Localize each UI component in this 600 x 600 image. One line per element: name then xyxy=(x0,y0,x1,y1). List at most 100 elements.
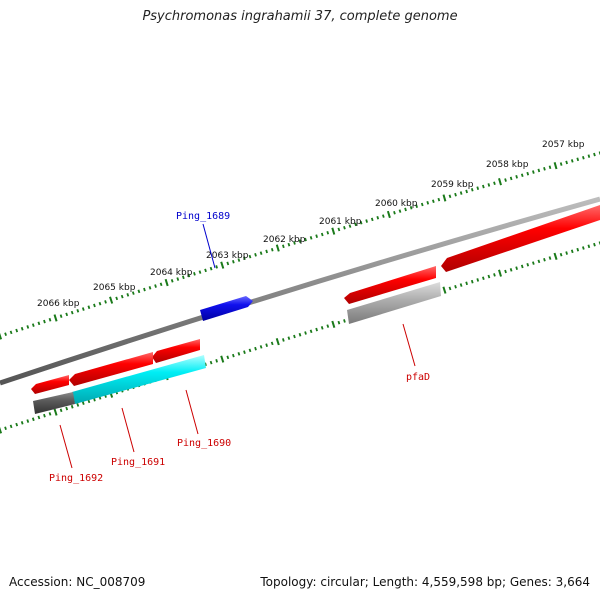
outer-ring-minor-tick xyxy=(265,249,268,254)
outer-ring-minor-tick xyxy=(437,197,441,202)
inner-ring-minor-tick xyxy=(504,269,507,274)
outer-ring-minor-tick xyxy=(587,154,591,158)
inner-ring-minor-tick xyxy=(70,404,74,409)
outer-ring-minor-tick xyxy=(126,293,130,297)
inner-ring-minor-tick xyxy=(309,329,313,334)
inner-ring-minor-tick xyxy=(482,276,485,281)
gene-cyan-1690-1691[interactable] xyxy=(72,355,206,404)
inner-ring-major-tick xyxy=(275,338,280,346)
outer-ring-minor-tick xyxy=(493,181,496,186)
gene-red-pfad-upper[interactable] xyxy=(344,266,436,304)
inner-ring-minor-tick xyxy=(243,350,246,354)
outer-ring-minor-tick xyxy=(409,206,413,210)
inner-ring-minor-tick xyxy=(559,252,563,257)
gene-dark-1692[interactable] xyxy=(33,392,75,414)
inner-tick-ring xyxy=(0,241,600,434)
tick-label-2065: 2065 kbp xyxy=(93,283,136,293)
outer-ring-minor-tick xyxy=(320,232,324,237)
outer-ring-minor-tick xyxy=(26,325,30,329)
outer-ring-minor-tick xyxy=(115,296,119,301)
inner-ring-minor-tick xyxy=(43,413,46,418)
inner-ring-minor-tick xyxy=(298,332,302,337)
outer-ring-minor-tick xyxy=(237,258,241,262)
inner-ring-minor-tick xyxy=(209,360,213,365)
inner-ring-minor-tick xyxy=(81,401,85,405)
outer-ring-minor-tick xyxy=(365,219,368,223)
inner-ring-minor-tick xyxy=(515,266,518,270)
outer-ring-minor-tick xyxy=(576,157,580,162)
gene-label-ping-1689[interactable]: Ping_1689 xyxy=(176,211,230,222)
inner-ring-major-tick xyxy=(498,269,502,277)
outer-ring-minor-tick xyxy=(70,310,74,315)
outer-ring-minor-tick xyxy=(543,167,546,171)
outer-ring-minor-tick xyxy=(298,239,302,244)
inner-ring-minor-tick xyxy=(31,417,35,422)
tick-label-2059: 2059 kbp xyxy=(431,180,474,190)
connector-ping-1689 xyxy=(202,223,216,269)
outer-ring-minor-tick xyxy=(148,286,152,290)
gene-red-1692[interactable] xyxy=(31,375,69,394)
gene-pfad[interactable] xyxy=(347,282,441,324)
outer-ring-minor-tick xyxy=(504,178,507,182)
connector-ping-1690 xyxy=(185,389,199,435)
gene-red-1690[interactable] xyxy=(152,339,200,363)
tick-label-2063: 2063 kbp xyxy=(206,251,249,261)
gene-label-pfad[interactable]: pfaD xyxy=(406,372,430,383)
inner-ring-major-tick xyxy=(220,355,225,363)
inner-ring-minor-tick xyxy=(587,244,591,249)
outer-ring-major-tick xyxy=(53,314,58,322)
outer-ring-major-tick xyxy=(442,194,447,202)
inner-ring-minor-tick xyxy=(265,343,268,347)
outer-ring-minor-tick xyxy=(398,209,402,213)
inner-ring-major-tick xyxy=(331,320,336,328)
outer-ring-minor-tick xyxy=(570,159,574,163)
inner-ring-minor-tick xyxy=(20,421,24,425)
outer-ring-minor-tick xyxy=(159,282,163,287)
inner-ring-minor-tick xyxy=(320,326,324,330)
outer-ring-minor-tick xyxy=(426,201,430,205)
outer-ring-minor-tick xyxy=(532,170,535,174)
outer-ring-minor-tick xyxy=(343,225,346,230)
outer-ring-minor-tick xyxy=(482,184,485,189)
inner-ring-minor-tick xyxy=(570,249,574,254)
inner-ring-minor-tick xyxy=(59,408,63,413)
inner-ring-minor-tick xyxy=(593,242,596,247)
gene-ping-1689[interactable] xyxy=(200,296,253,321)
outer-ring-minor-tick xyxy=(226,261,230,266)
inner-ring-minor-tick xyxy=(465,281,468,286)
connector-ping-1692 xyxy=(59,424,73,469)
outer-ring-minor-tick xyxy=(43,319,46,324)
outer-ring-minor-tick xyxy=(243,256,246,261)
gene-red-1691[interactable] xyxy=(69,352,153,386)
inner-ring-minor-tick xyxy=(26,419,30,423)
outer-ring-minor-tick xyxy=(137,289,141,294)
outer-ring-minor-tick xyxy=(187,273,191,278)
outer-ring-major-tick xyxy=(164,278,169,287)
tick-label-2058: 2058 kbp xyxy=(486,160,529,170)
outer-ring-major-tick xyxy=(109,296,114,304)
outer-ring-minor-tick xyxy=(204,268,207,273)
inner-ring-minor-tick xyxy=(282,338,285,342)
inner-ring-minor-tick xyxy=(532,261,535,265)
outer-ring-minor-tick xyxy=(143,287,146,292)
inner-ring-minor-tick xyxy=(337,320,341,325)
outer-ring-minor-tick xyxy=(9,330,13,335)
outer-ring-minor-tick xyxy=(65,312,69,317)
outer-ring-minor-tick xyxy=(393,210,396,215)
gene-label-ping-1692[interactable]: Ping_1692 xyxy=(49,473,103,484)
outer-ring-minor-tick xyxy=(87,305,91,310)
outer-ring-minor-tick xyxy=(104,300,107,304)
gene-label-ping-1690[interactable]: Ping_1690 xyxy=(177,438,231,449)
inner-ring-minor-tick xyxy=(259,345,263,349)
outer-ring-minor-tick xyxy=(526,171,530,176)
inner-ring-minor-tick xyxy=(493,273,496,277)
outer-ring-minor-tick xyxy=(176,277,180,281)
outer-ring-major-tick xyxy=(331,227,336,235)
inner-ring-minor-tick xyxy=(9,424,13,429)
inner-ring-major-tick xyxy=(553,252,558,260)
gene-red-right-long[interactable] xyxy=(441,205,600,272)
inner-ring-minor-tick xyxy=(65,406,69,411)
gene-label-ping-1691[interactable]: Ping_1691 xyxy=(111,457,165,468)
outer-ring-minor-tick xyxy=(515,175,518,179)
inner-ring-minor-tick xyxy=(476,278,480,282)
